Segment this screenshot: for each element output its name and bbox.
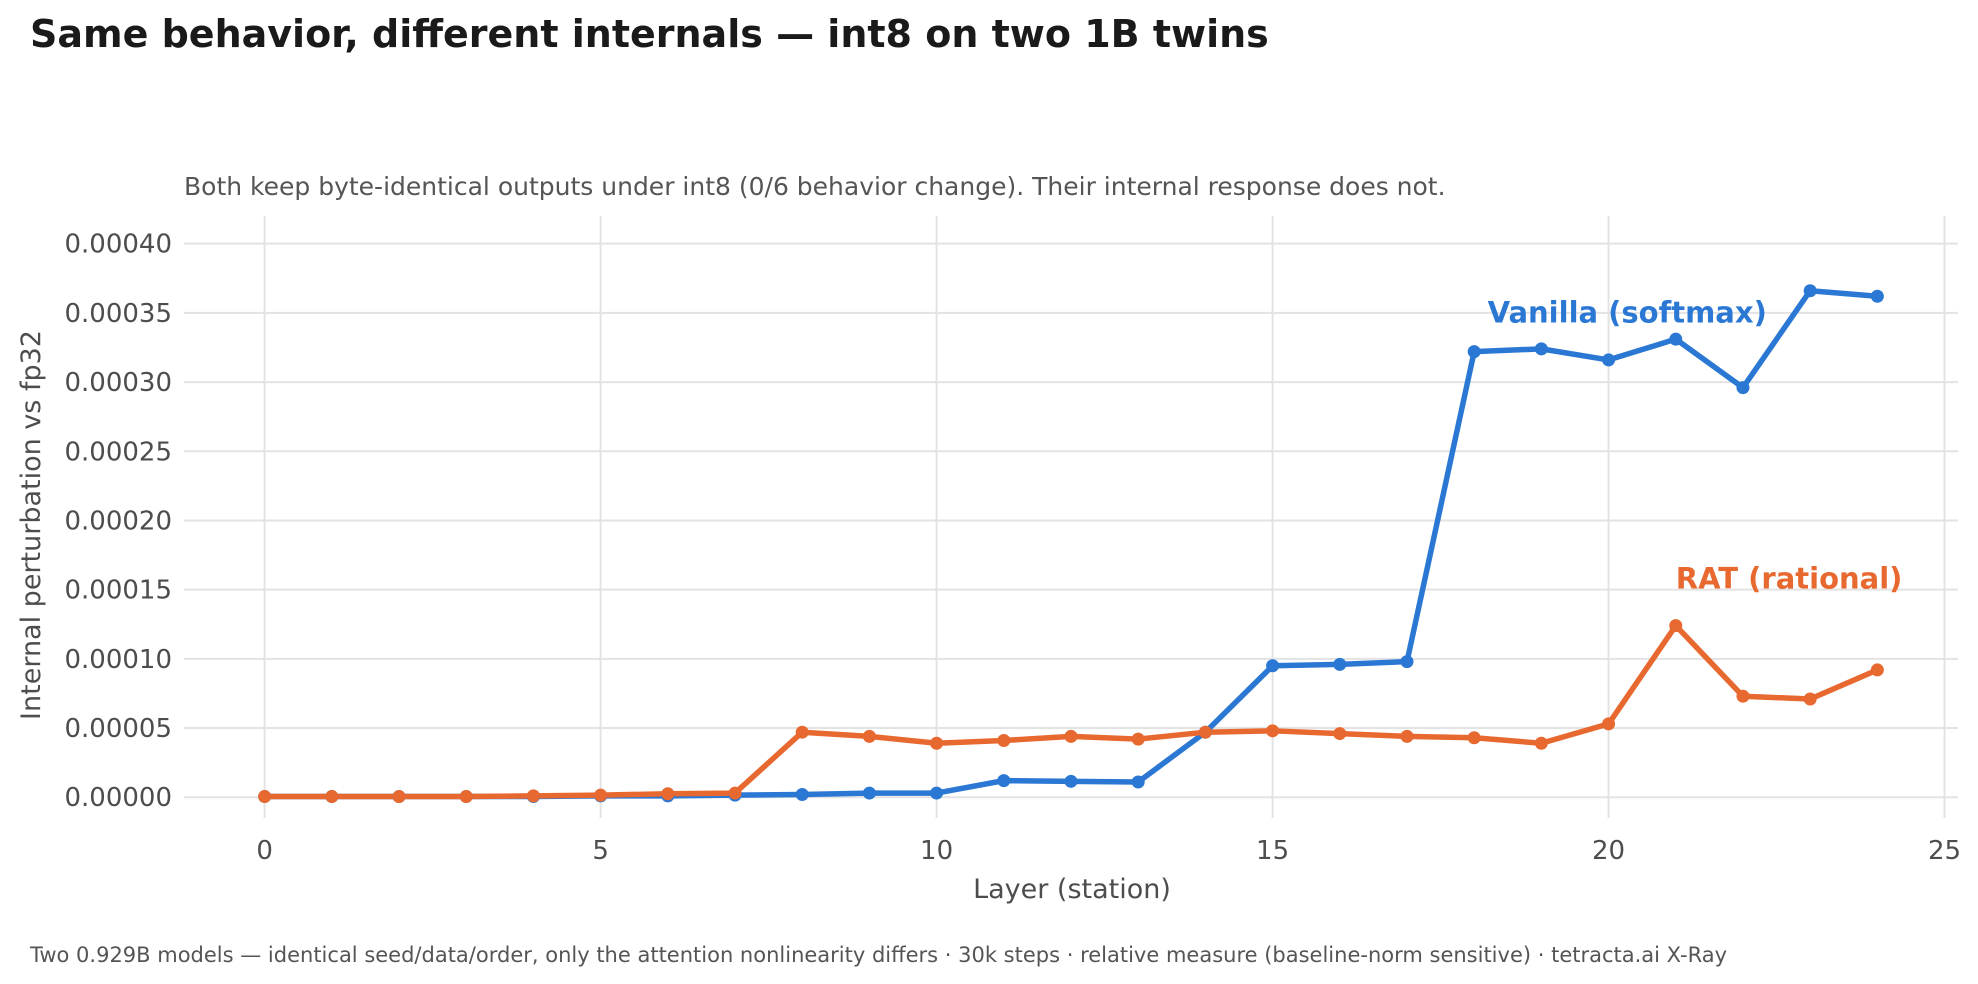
x-axis-label: Layer (station) — [973, 874, 1171, 905]
data-point-rat-rational — [1803, 692, 1817, 706]
data-point-vanilla-softmax — [1467, 345, 1481, 359]
data-point-rat-rational — [1266, 724, 1280, 738]
data-point-rat-rational — [997, 734, 1011, 748]
series-line-rat-rational — [261, 622, 1881, 800]
series-lines — [261, 287, 1881, 800]
data-point-vanilla-softmax — [1131, 775, 1145, 789]
data-point-rat-rational — [1400, 729, 1414, 743]
series-label-vanilla-softmax: Vanilla (softmax) — [1488, 296, 1767, 330]
data-point-rat-rational — [1602, 717, 1616, 731]
data-point-vanilla-softmax — [1736, 381, 1750, 395]
data-point-vanilla-softmax — [1602, 353, 1616, 367]
y-tick-label: 0.00030 — [64, 368, 172, 398]
data-point-rat-rational — [594, 788, 608, 802]
data-point-vanilla-softmax — [1333, 657, 1347, 671]
data-point-rat-rational — [728, 786, 742, 800]
data-point-rat-rational — [526, 789, 540, 803]
data-point-rat-rational — [1198, 725, 1212, 739]
data-point-rat-rational — [1534, 736, 1548, 750]
chart-title: Same behavior, different internals — int… — [30, 12, 1269, 56]
data-point-vanilla-softmax — [1870, 289, 1884, 303]
data-point-rat-rational — [795, 725, 809, 739]
series-labels: Vanilla (softmax) RAT (rational) — [1488, 296, 1903, 596]
data-point-vanilla-softmax — [1064, 774, 1078, 788]
y-tick-label: 0.00005 — [64, 714, 172, 744]
data-point-rat-rational — [459, 790, 473, 804]
x-tick-label: 25 — [1928, 836, 1961, 866]
chart-footer: Two 0.929B models — identical seed/data/… — [30, 943, 1728, 967]
data-point-vanilla-softmax — [1669, 332, 1683, 346]
x-tick-label: 10 — [920, 836, 953, 866]
data-point-rat-rational — [930, 736, 944, 750]
data-point-vanilla-softmax — [1266, 659, 1280, 673]
data-point-vanilla-softmax — [930, 786, 944, 800]
data-point-vanilla-softmax — [997, 774, 1011, 788]
y-tick-label: 0.00015 — [64, 576, 172, 606]
series-label-rat-rational: RAT (rational) — [1676, 561, 1903, 595]
y-tick-label: 0.00025 — [64, 437, 172, 467]
data-point-rat-rational — [1669, 619, 1683, 633]
x-tick-label: 15 — [1256, 836, 1289, 866]
data-point-vanilla-softmax — [1803, 284, 1817, 298]
y-axis-label: Internal perturbation vs fp32 — [16, 330, 47, 720]
y-tick-label: 0.00020 — [64, 506, 172, 536]
chart-subtitle: Both keep byte-identical outputs under i… — [184, 172, 1446, 201]
data-point-rat-rational — [325, 790, 339, 804]
series-points — [258, 284, 1884, 804]
y-tick-label: 0.00035 — [64, 299, 172, 329]
series-line-vanilla-softmax — [261, 287, 1881, 800]
x-tick-label: 20 — [1592, 836, 1625, 866]
x-tick-label: 5 — [592, 836, 609, 866]
data-point-rat-rational — [258, 790, 272, 804]
y-tick-label: 0.00010 — [64, 645, 172, 675]
x-tick-label: 0 — [256, 836, 273, 866]
grid-lines — [184, 216, 1958, 818]
y-tick-label: 0.00000 — [64, 783, 172, 813]
data-point-vanilla-softmax — [795, 787, 809, 801]
data-point-rat-rational — [661, 787, 675, 801]
data-point-vanilla-softmax — [1534, 342, 1548, 356]
data-point-rat-rational — [1131, 732, 1145, 746]
y-tick-label: 0.00040 — [64, 230, 172, 260]
tick-labels: 0 5 10 15 20 25 0.00000 0.00005 0.00010 0.00015 0.… — [64, 230, 1961, 866]
data-point-rat-rational — [1736, 689, 1750, 703]
data-point-rat-rational — [1333, 727, 1347, 741]
data-point-rat-rational — [392, 790, 406, 804]
data-point-vanilla-softmax — [1400, 655, 1414, 669]
data-point-rat-rational — [862, 729, 876, 743]
data-point-rat-rational — [1064, 729, 1078, 743]
data-point-rat-rational — [1870, 663, 1884, 677]
data-point-rat-rational — [1467, 731, 1481, 745]
data-point-vanilla-softmax — [862, 786, 876, 800]
